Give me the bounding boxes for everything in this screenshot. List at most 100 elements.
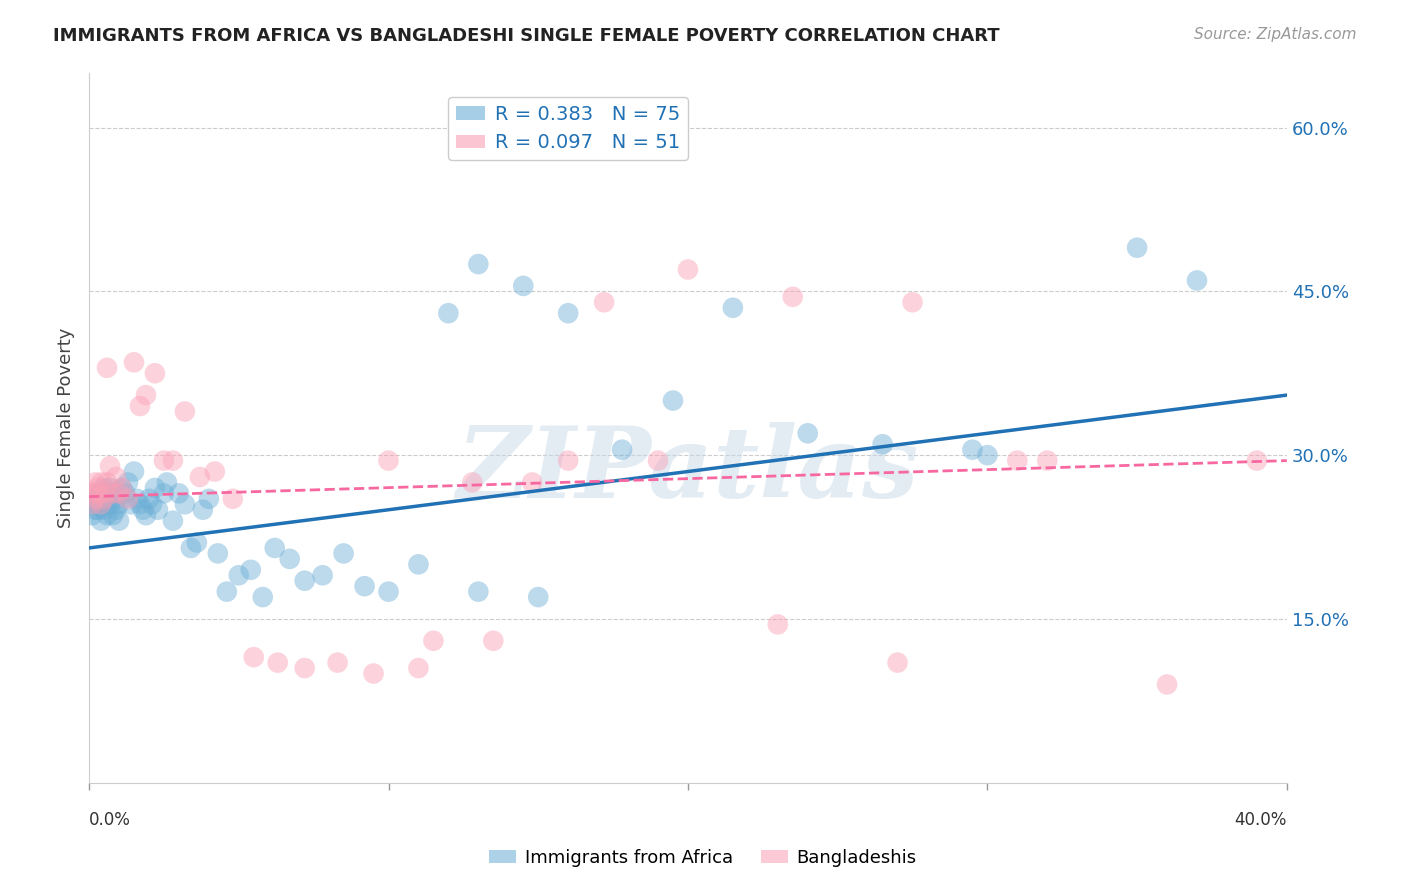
Point	[527, 590, 550, 604]
Point	[111, 481, 134, 495]
Point	[90, 497, 112, 511]
Point	[93, 481, 115, 495]
Point	[662, 393, 685, 408]
Point	[90, 475, 112, 490]
Point	[174, 497, 197, 511]
Point	[108, 497, 131, 511]
Point	[105, 491, 128, 506]
Point	[87, 502, 110, 516]
Point	[377, 453, 399, 467]
Point	[122, 355, 145, 369]
Point	[80, 508, 103, 523]
Point	[98, 459, 121, 474]
Point	[353, 579, 375, 593]
Point	[294, 574, 316, 588]
Point	[117, 491, 139, 506]
Point	[98, 497, 121, 511]
Point	[129, 497, 152, 511]
Point	[132, 502, 155, 516]
Point	[408, 661, 430, 675]
Point	[408, 558, 430, 572]
Point	[80, 497, 103, 511]
Point	[101, 486, 124, 500]
Point	[87, 497, 110, 511]
Point	[676, 262, 699, 277]
Point	[593, 295, 616, 310]
Point	[1185, 273, 1208, 287]
Point	[207, 546, 229, 560]
Y-axis label: Single Female Poverty: Single Female Poverty	[58, 327, 75, 528]
Point	[167, 486, 190, 500]
Point	[467, 584, 489, 599]
Point	[135, 388, 157, 402]
Text: Source: ZipAtlas.com: Source: ZipAtlas.com	[1194, 27, 1357, 42]
Point	[557, 453, 579, 467]
Point	[1126, 241, 1149, 255]
Point	[105, 502, 128, 516]
Point	[98, 481, 121, 495]
Point	[138, 491, 160, 506]
Point	[610, 442, 633, 457]
Point	[198, 491, 221, 506]
Point	[87, 491, 110, 506]
Point	[512, 279, 534, 293]
Text: ZIPatlas: ZIPatlas	[457, 422, 920, 518]
Point	[263, 541, 285, 555]
Point	[191, 502, 214, 516]
Point	[120, 497, 142, 511]
Point	[1007, 453, 1029, 467]
Point	[242, 650, 264, 665]
Point	[976, 448, 998, 462]
Point	[886, 656, 908, 670]
Point	[326, 656, 349, 670]
Point	[278, 552, 301, 566]
Point	[239, 563, 262, 577]
Point	[90, 497, 112, 511]
Point	[461, 475, 484, 490]
Point	[162, 453, 184, 467]
Point	[222, 491, 245, 506]
Point	[204, 465, 226, 479]
Point	[872, 437, 894, 451]
Point	[122, 465, 145, 479]
Point	[962, 442, 984, 457]
Point	[143, 481, 166, 495]
Point	[80, 486, 103, 500]
Point	[557, 306, 579, 320]
Point	[311, 568, 333, 582]
Point	[782, 290, 804, 304]
Point	[96, 486, 118, 500]
Point	[188, 470, 211, 484]
Point	[1036, 453, 1059, 467]
Point	[437, 306, 460, 320]
Point	[80, 497, 103, 511]
Point	[1156, 677, 1178, 691]
Point	[153, 453, 176, 467]
Point	[90, 514, 112, 528]
Point	[252, 590, 274, 604]
Point	[125, 491, 148, 506]
Point	[111, 481, 134, 495]
Point	[141, 497, 163, 511]
Point	[117, 475, 139, 490]
Point	[96, 475, 118, 490]
Point	[186, 535, 208, 549]
Text: 40.0%: 40.0%	[1234, 812, 1286, 830]
Point	[294, 661, 316, 675]
Point	[1246, 453, 1268, 467]
Point	[180, 541, 202, 555]
Point	[153, 486, 176, 500]
Point	[363, 666, 385, 681]
Point	[84, 475, 107, 490]
Point	[101, 508, 124, 523]
Point	[522, 475, 544, 490]
Point	[84, 491, 107, 506]
Legend: R = 0.383   N = 75, R = 0.097   N = 51: R = 0.383 N = 75, R = 0.097 N = 51	[449, 97, 688, 161]
Point	[721, 301, 744, 315]
Point	[162, 514, 184, 528]
Point	[84, 502, 107, 516]
Point	[108, 514, 131, 528]
Point	[332, 546, 354, 560]
Point	[796, 426, 818, 441]
Legend: Immigrants from Africa, Bangladeshis: Immigrants from Africa, Bangladeshis	[482, 842, 924, 874]
